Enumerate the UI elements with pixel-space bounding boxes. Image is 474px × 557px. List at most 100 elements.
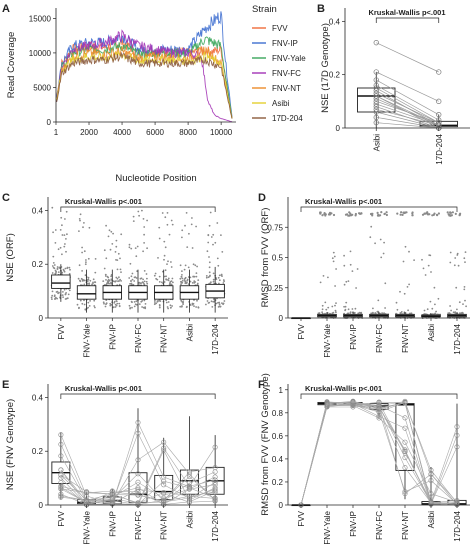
x-tick-label-d: FNV-Yale: [323, 323, 332, 357]
jitter-point: [421, 213, 425, 216]
x-tick-label-c: FNV-FC: [134, 324, 143, 353]
jitter-point: [322, 275, 325, 277]
jitter-point: [349, 263, 352, 266]
panel-label-c: C: [2, 192, 10, 204]
jitter-point: [85, 261, 87, 263]
jitter-point: [424, 274, 427, 276]
jitter-point: [195, 272, 198, 274]
y-tick-label-a: 10000: [29, 49, 52, 58]
jitter-point: [61, 253, 63, 256]
pair-line-b: [376, 87, 439, 123]
jitter-point: [374, 312, 377, 314]
pair-line-b: [376, 111, 439, 129]
jitter-point: [108, 279, 111, 282]
jitter-point: [403, 211, 406, 214]
jitter-point: [57, 271, 60, 273]
jitter-point: [404, 245, 407, 248]
kruskal-wallis-annotation-b: Kruskal-Wallis p<.001: [368, 8, 445, 17]
jitter-point: [189, 280, 192, 283]
jitter-point: [185, 306, 188, 309]
x-tick-label-a: 4000: [113, 128, 131, 137]
strain-point-f: [428, 477, 434, 483]
jitter-point: [196, 265, 199, 268]
jitter-point: [141, 306, 144, 308]
jitter-point: [103, 302, 105, 305]
jitter-point: [437, 212, 440, 215]
jitter-point: [64, 267, 67, 270]
jitter-point: [81, 302, 84, 305]
x-tick-label-f: FNV-FC: [375, 511, 384, 540]
jitter-point: [154, 272, 157, 275]
jitter-point: [208, 266, 211, 269]
jitter-point: [107, 235, 110, 238]
panel-label-d: D: [258, 192, 266, 204]
jitter-point: [62, 268, 65, 271]
pair-point-b: [373, 101, 379, 107]
jitter-point: [170, 280, 173, 282]
significance-bracket-e: [60, 393, 216, 399]
jitter-point: [93, 299, 96, 302]
jitter-point: [88, 305, 91, 307]
jitter-point: [94, 271, 97, 274]
strain-point-e: [84, 490, 90, 496]
jitter-point: [218, 279, 221, 282]
jitter-point: [64, 293, 67, 296]
jitter-point: [382, 252, 385, 255]
jitter-point: [161, 212, 164, 214]
jitter-point: [115, 300, 118, 303]
pair-point-b: [373, 114, 379, 120]
jitter-point: [106, 275, 109, 278]
panel-label-a: A: [2, 3, 10, 15]
jitter-point: [53, 264, 56, 266]
x-tick-label-a: 10000: [210, 128, 233, 137]
jitter-point: [379, 238, 382, 241]
jitter-point: [81, 251, 83, 254]
jitter-point: [210, 236, 213, 238]
jitter-point: [216, 222, 219, 224]
x-tick-label-e: FNV-FC: [134, 511, 143, 540]
y-tick-label-f: 0.6: [272, 432, 284, 441]
jitter-point: [167, 301, 170, 303]
jitter-point: [222, 282, 225, 284]
jitter-point: [181, 270, 183, 272]
jitter-point: [67, 293, 70, 296]
jitter-point: [133, 305, 136, 308]
jitter-point: [65, 210, 68, 213]
jitter-point: [79, 219, 81, 222]
jitter-point: [319, 281, 322, 284]
jitter-point: [141, 300, 144, 302]
jitter-point: [153, 301, 156, 303]
jitter-point: [207, 234, 210, 237]
strain-point-e: [161, 489, 167, 495]
jitter-point: [158, 281, 161, 283]
jitter-point: [62, 296, 64, 298]
jitter-point: [65, 292, 67, 294]
jitter-point: [348, 211, 351, 214]
jitter-point: [207, 302, 210, 304]
jitter-point: [128, 246, 131, 249]
jitter-point: [51, 294, 54, 297]
pair-line-b: [376, 116, 439, 129]
jitter-point: [422, 267, 425, 270]
pair-point-b: [373, 109, 379, 115]
jitter-point: [196, 283, 199, 286]
jitter-point: [407, 309, 409, 312]
jitter-point: [63, 234, 66, 237]
jitter-point: [385, 211, 388, 214]
jitter-point: [129, 307, 132, 310]
jitter-point: [84, 308, 87, 311]
jitter-point: [332, 260, 335, 263]
jitter-point: [187, 266, 190, 269]
jitter-point: [92, 281, 94, 284]
jitter-point: [133, 280, 136, 282]
pair-line-b: [376, 42, 439, 73]
jitter-point: [78, 307, 80, 310]
x-tick-label-c: FNV-Yale: [83, 323, 92, 357]
jitter-point: [153, 303, 156, 306]
x-tick-label-c: FNV-NT: [160, 324, 169, 353]
jitter-point: [184, 224, 186, 227]
jitter-point: [180, 276, 183, 278]
jitter-point: [433, 286, 436, 289]
jitter-point: [221, 275, 223, 277]
x-tick-label-f: 17D-204: [453, 510, 462, 541]
